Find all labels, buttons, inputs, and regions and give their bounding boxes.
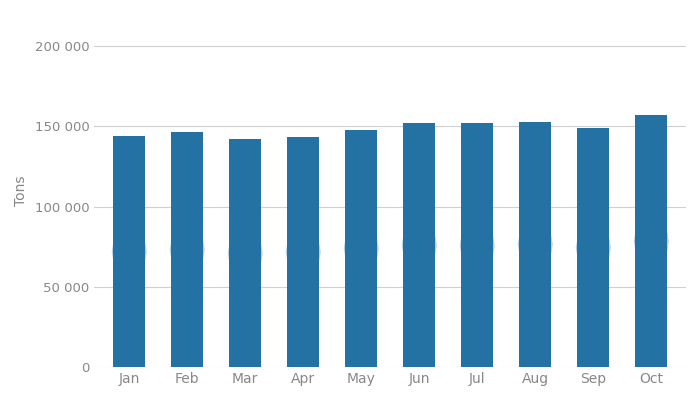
Bar [403, 123, 435, 367]
Polygon shape [228, 156, 262, 350]
Bar [636, 115, 667, 367]
Text: 3: 3 [406, 197, 433, 235]
Text: 3: 3 [463, 197, 491, 235]
Text: 3: 3 [522, 196, 549, 234]
Polygon shape [460, 142, 495, 349]
Y-axis label: Tons: Tons [14, 175, 28, 206]
Text: 3: 3 [232, 207, 259, 245]
Polygon shape [169, 150, 205, 350]
Polygon shape [112, 153, 147, 350]
Bar [345, 130, 377, 367]
Polygon shape [286, 154, 321, 350]
Polygon shape [634, 134, 669, 348]
Polygon shape [576, 146, 611, 349]
Bar [230, 139, 261, 367]
Text: 3: 3 [638, 192, 665, 230]
Bar [578, 128, 609, 367]
Bar [519, 122, 551, 367]
Bar [287, 137, 319, 367]
Bar [113, 136, 145, 367]
Bar [172, 132, 203, 367]
Text: 3: 3 [290, 205, 317, 243]
Polygon shape [402, 142, 437, 349]
Polygon shape [344, 147, 379, 350]
Text: 3: 3 [174, 202, 201, 240]
Bar [461, 124, 493, 367]
Text: 3: 3 [348, 201, 374, 239]
Text: 3: 3 [580, 200, 607, 238]
Polygon shape [518, 140, 553, 349]
Text: 3: 3 [116, 205, 143, 243]
